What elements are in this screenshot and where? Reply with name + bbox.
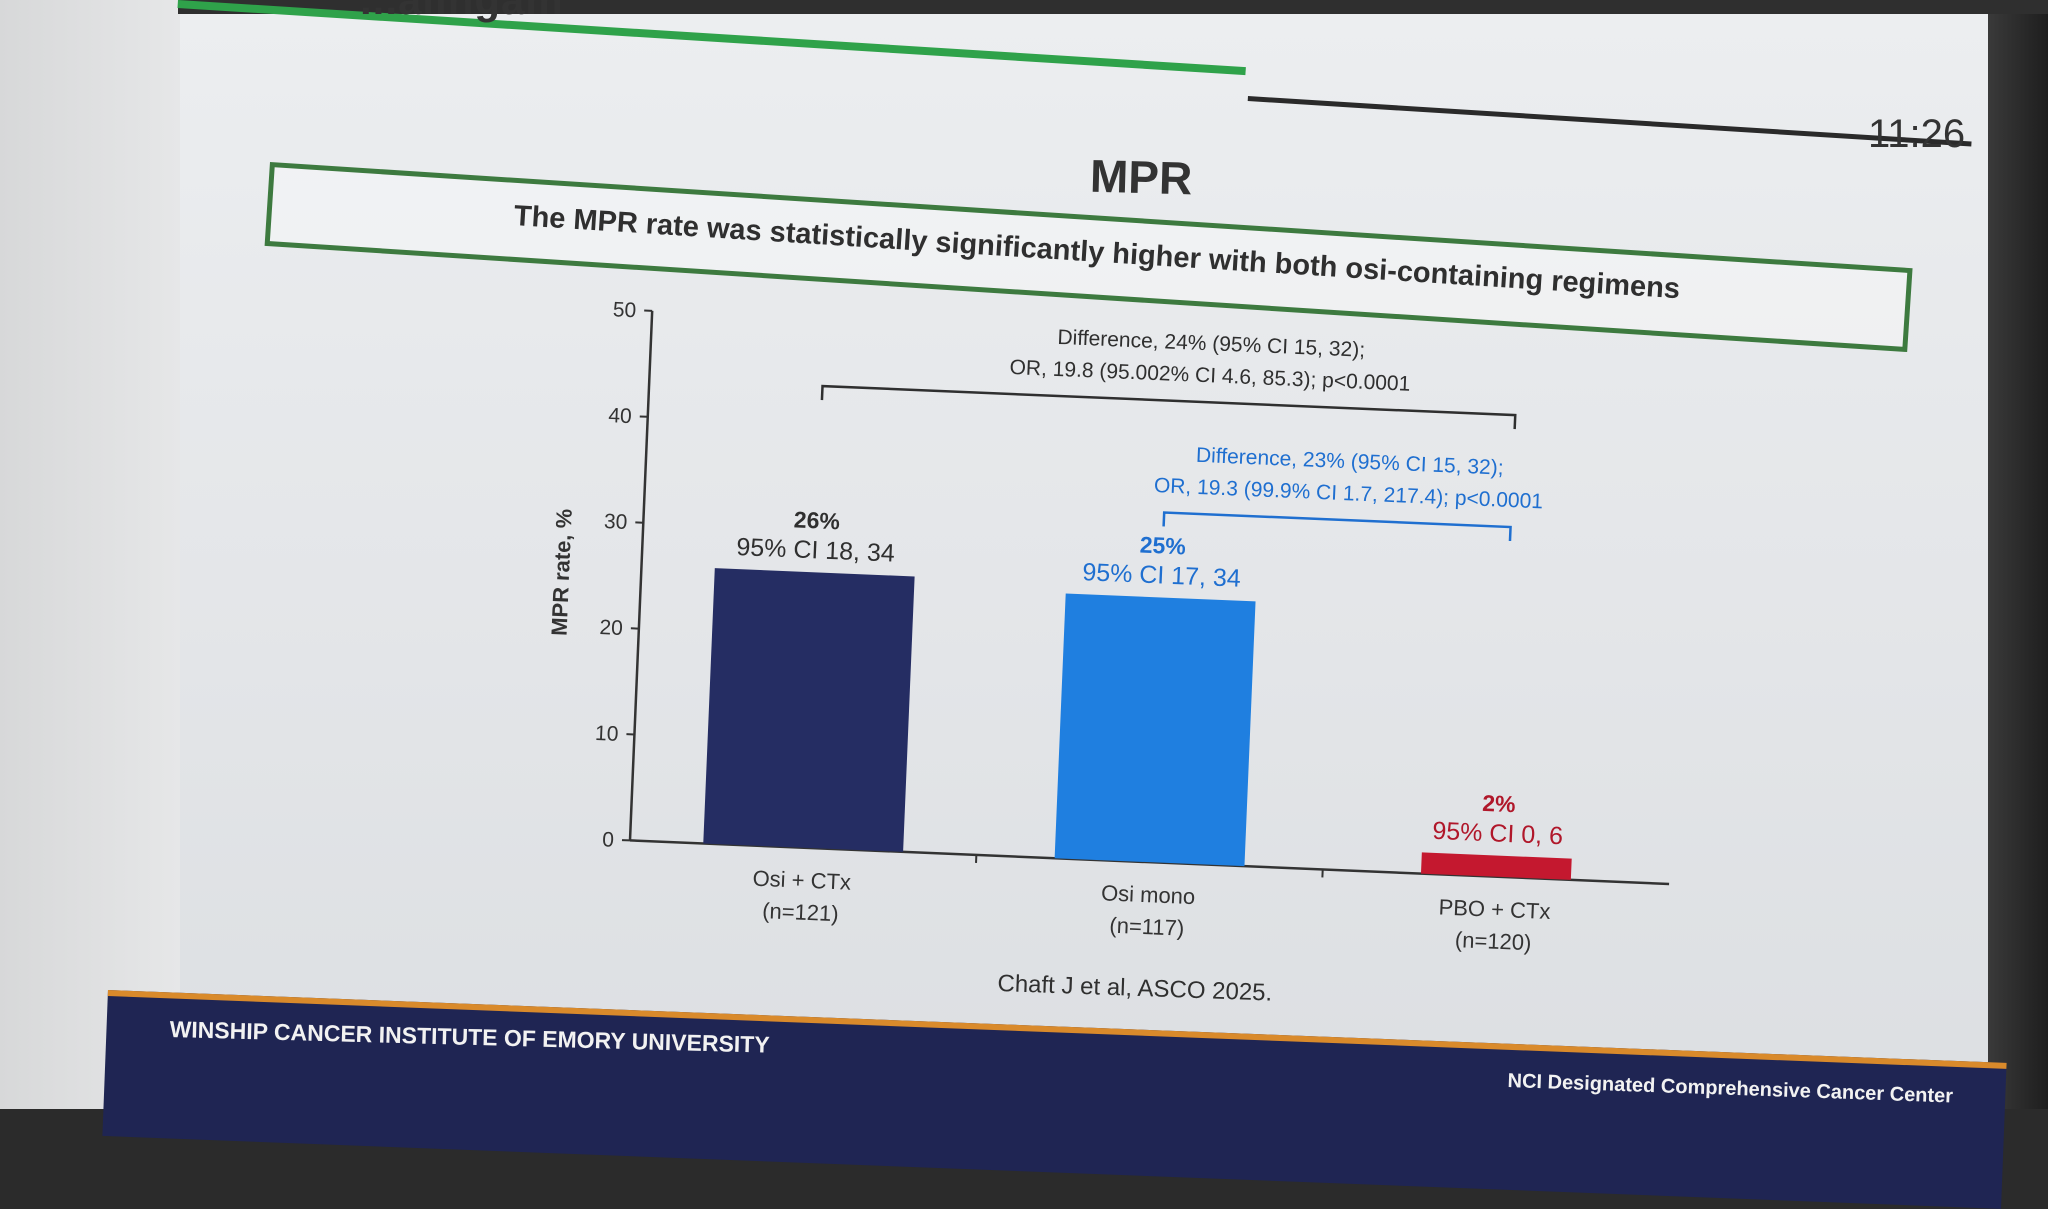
x-category-n: (n=120): [1454, 927, 1531, 955]
comparison-bracket-1: [822, 386, 1515, 429]
y-tick-label: 20: [599, 616, 623, 640]
y-axis-line: [630, 311, 652, 841]
x-category-n: (n=121): [762, 898, 839, 926]
bar: [1055, 593, 1256, 866]
bar-value-label: 25%: [1139, 532, 1186, 560]
comparison-2-line2: OR, 19.3 (99.9% CI 1.7, 217.4); p<0.0001: [1153, 474, 1543, 513]
bar: [703, 568, 914, 852]
x-category-label: Osi + CTx: [752, 866, 851, 895]
y-axis-label: MPR rate, %: [547, 508, 577, 636]
x-category-label: Osi mono: [1101, 880, 1196, 909]
y-tick-label: 0: [602, 828, 615, 851]
comparison-1-line2: OR, 19.8 (95.002% CI 4.6, 85.3); p<0.000…: [1009, 356, 1411, 396]
bar-ci-label: 95% CI 17, 34: [1082, 558, 1242, 593]
y-tick-label: 30: [603, 510, 627, 534]
bar-ci-label: 95% CI 18, 34: [736, 533, 896, 568]
mpr-bar-chart: 0 10 20 30 40 50 MPR rate, % 26%95% CI 18, 34 Os…: [0, 0, 2048, 1109]
comparison-2-line1: Difference, 23% (95% CI 15, 32);: [1196, 444, 1504, 480]
bar-value-label: 2%: [1482, 790, 1516, 817]
y-tick-label: 40: [608, 404, 632, 428]
y-tick-label: 10: [595, 722, 619, 746]
bar-value-label: 26%: [793, 506, 840, 534]
comparison-1-line1: Difference, 24% (95% CI 15, 32);: [1057, 326, 1365, 362]
bar-ci-label: 95% CI 0, 6: [1432, 817, 1564, 850]
x-category-n: (n=117): [1109, 913, 1185, 941]
comparison-bracket-2: [1164, 513, 1511, 542]
y-tick-label: 50: [612, 298, 636, 322]
x-category-label: PBO + CTx: [1438, 894, 1551, 924]
